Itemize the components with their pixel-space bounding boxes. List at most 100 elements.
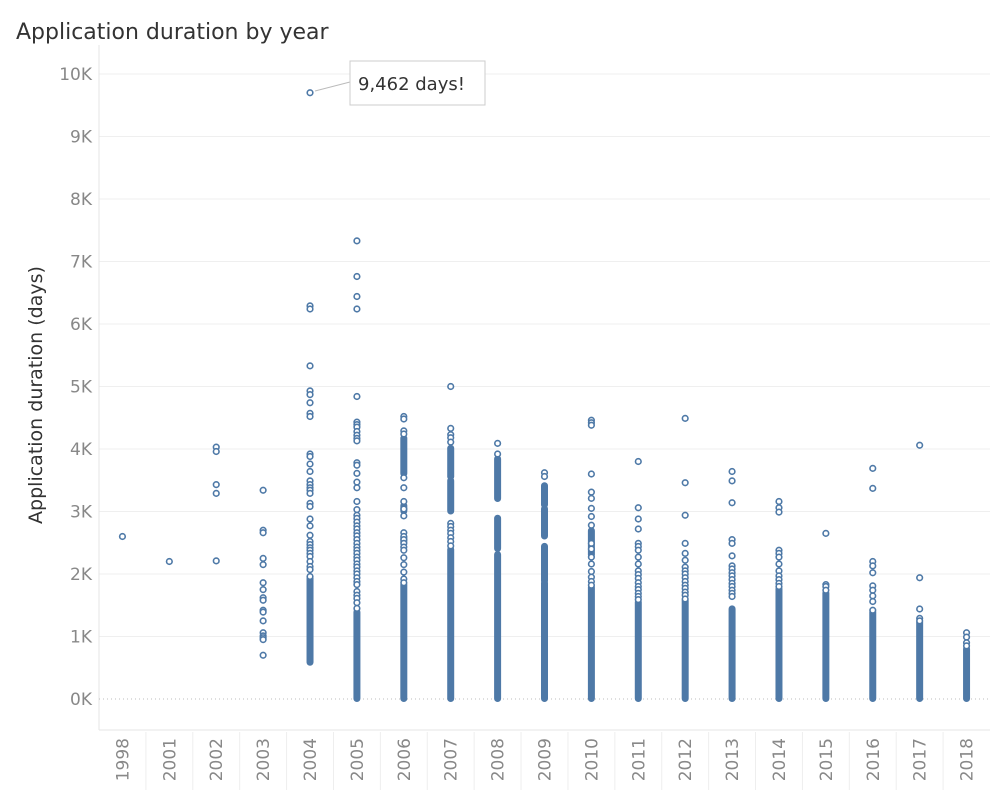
scatter-point — [587, 521, 595, 529]
y-tick-label: 6K — [70, 315, 93, 335]
scatter-point — [306, 362, 314, 370]
y-tick-label: 10K — [59, 65, 93, 85]
y-tick-label: 0K — [70, 690, 93, 710]
scatter-point — [587, 581, 595, 589]
scatter-point — [494, 450, 502, 458]
scatter-point — [587, 539, 595, 547]
scatter-point — [259, 596, 267, 604]
scatter-point — [587, 560, 595, 568]
y-tick-label: 9K — [70, 128, 93, 148]
scatter-point — [400, 415, 408, 423]
x-tick-label: 1998 — [113, 738, 133, 781]
dense-points-column — [447, 546, 455, 702]
y-tick-label: 4K — [70, 440, 93, 460]
scatter-point — [306, 452, 314, 461]
dense-points-column — [494, 551, 502, 702]
scatter-point — [306, 531, 314, 539]
dense-points-column — [775, 585, 783, 702]
scatter-point — [916, 574, 924, 582]
scatter-point — [728, 467, 736, 476]
scatter-point — [353, 497, 361, 506]
scatter-point — [212, 447, 220, 456]
x-tick-label: 2007 — [442, 738, 462, 781]
scatter-point — [728, 592, 736, 601]
scatter-point — [400, 505, 408, 513]
scatter-point — [259, 586, 267, 594]
scatter-point — [447, 424, 455, 432]
scatter-point — [822, 586, 830, 594]
dense-points-column — [494, 514, 502, 552]
scatter-point — [400, 430, 408, 438]
scatter-point — [728, 552, 736, 560]
scatter-point — [916, 441, 924, 449]
scatter-point — [587, 567, 595, 576]
scatter-point — [587, 553, 595, 561]
dense-points-column — [447, 444, 455, 481]
scatter-point — [587, 545, 595, 553]
scatter-point — [306, 502, 314, 511]
scatter-point — [634, 504, 642, 512]
x-tick-labels: 1998 2001 2002 2003 2004 2005 2006 2007 2008 2009… — [113, 738, 977, 781]
scatter-point — [306, 89, 314, 97]
scatter-point — [306, 399, 314, 407]
scatter-point — [212, 557, 220, 565]
scatter-point — [212, 489, 220, 497]
scatter-point — [681, 414, 689, 422]
scatter-point — [775, 497, 783, 506]
dense-points-column — [306, 574, 314, 666]
x-tick-label: 2010 — [582, 738, 602, 781]
scatter-point — [306, 566, 314, 574]
scatter-point — [587, 421, 595, 429]
scatter-point — [728, 477, 736, 485]
scatter-point — [353, 305, 361, 313]
scatter-point — [822, 529, 830, 537]
scatter-point — [634, 546, 642, 554]
x-tick-label: 2005 — [348, 738, 368, 781]
annotation-text: 9,462 days! — [358, 74, 465, 95]
dense-points-column — [353, 608, 361, 702]
scatter-point — [587, 512, 595, 521]
y-tick-label: 8K — [70, 190, 93, 210]
x-tick-label: 2009 — [536, 738, 556, 781]
dense-points-column — [541, 505, 548, 540]
scatter-point — [681, 479, 689, 487]
x-tick-label: 2012 — [676, 738, 696, 781]
dense-points-column — [400, 434, 408, 477]
scatter-point — [212, 481, 220, 489]
scatter-point — [869, 464, 877, 472]
scatter-point — [447, 542, 455, 550]
scatter-point — [400, 554, 408, 562]
scatter-point — [165, 557, 173, 566]
scatter-point — [869, 597, 877, 606]
scatter-point — [681, 511, 689, 519]
scatter-point — [587, 494, 595, 502]
dense-points-column — [494, 455, 502, 502]
scatter-point — [728, 539, 736, 547]
scatter-point — [634, 515, 642, 523]
annotation-connector — [314, 81, 351, 92]
scatter-point — [353, 272, 361, 281]
dense-points-column — [634, 598, 642, 702]
scatter-point — [916, 605, 924, 613]
scatter-point — [634, 560, 642, 568]
scatter-point — [400, 579, 408, 587]
scatter-point — [775, 560, 783, 568]
y-tick-label: 1K — [70, 628, 93, 648]
dense-points-column — [963, 645, 971, 702]
scatter-point — [306, 391, 314, 399]
scatter-point — [353, 437, 361, 445]
y-tick-label: 2K — [70, 565, 93, 585]
scatter-point — [353, 484, 361, 492]
scatter-point — [728, 499, 736, 507]
scatter-point — [306, 489, 314, 497]
x-tick-label: 2001 — [160, 738, 180, 781]
scatter-point — [259, 486, 267, 494]
scatter-point — [400, 568, 408, 576]
scatter-point — [540, 472, 549, 481]
scatter-point — [494, 439, 502, 447]
scatter-point — [306, 305, 314, 313]
scatter-point — [634, 553, 642, 561]
dense-points-column — [587, 584, 595, 702]
scatter-point — [353, 478, 361, 486]
